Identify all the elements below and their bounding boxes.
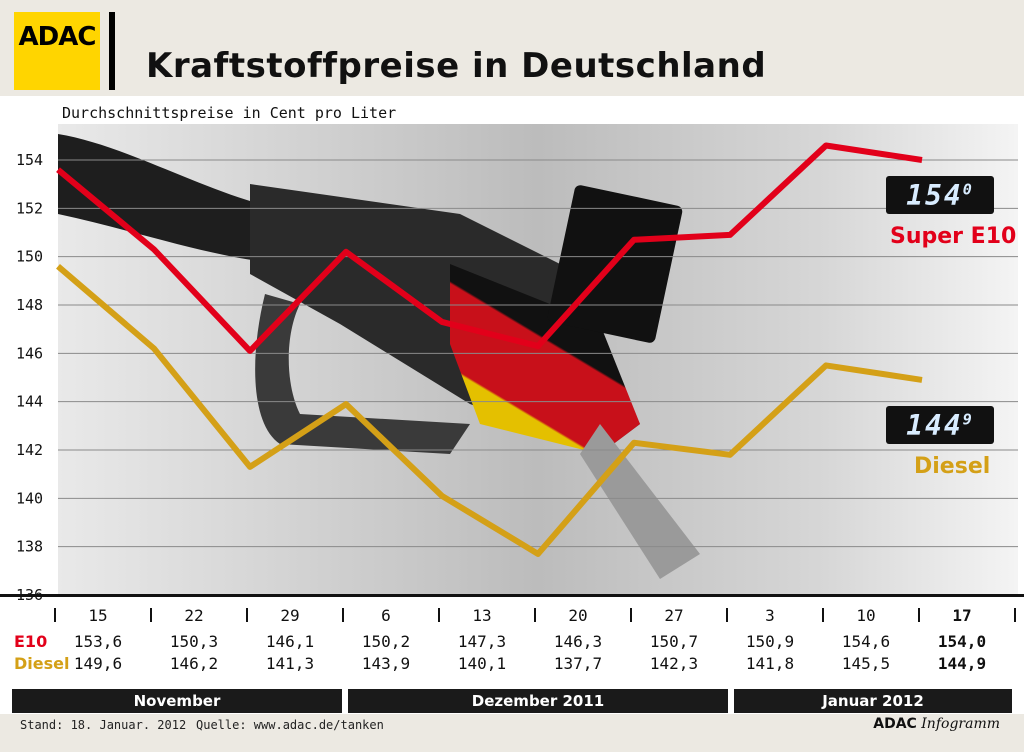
x-tick-label: 17: [952, 606, 972, 625]
month-januar: Januar 2012: [734, 689, 1012, 713]
pump-flag-handle: [450, 264, 640, 454]
column-separator: [342, 608, 344, 622]
series-line-diesel: [56, 264, 923, 557]
x-tick-label: 6: [381, 606, 391, 625]
diesel-price-display: 1449: [886, 406, 994, 444]
footer-source: Quelle: www.adac.de/tanken: [196, 718, 384, 732]
table-cell-e10: 150,2: [361, 632, 411, 651]
diesel-display-decimal: 9: [962, 410, 974, 429]
table-cell-e10: 147,3: [457, 632, 507, 651]
table-cell-e10: 150,3: [169, 632, 219, 651]
column-separator: [438, 608, 440, 622]
table-cell-diesel: 149,6: [73, 654, 123, 673]
footer-stand: Stand: 18. Januar. 2012: [20, 718, 187, 732]
series-lines: [56, 142, 923, 557]
table-cell-diesel: 141,8: [745, 654, 795, 673]
logo-text: ADAC: [18, 22, 97, 52]
column-separator: [150, 608, 152, 622]
table-cell-e10: 146,1: [265, 632, 315, 651]
table-cell-diesel: 140,1: [457, 654, 507, 673]
table-cell-e10: 150,7: [649, 632, 699, 651]
table-cell-diesel: 144,9: [937, 654, 987, 673]
y-tick-label: 144: [16, 393, 43, 411]
table-cell-e10: 153,6: [73, 632, 123, 651]
footer-credit: ADAC Infogramm: [873, 716, 1000, 732]
logo-divider: [109, 12, 115, 90]
y-tick-label: 150: [16, 248, 43, 266]
table-cell-e10: 146,3: [553, 632, 603, 651]
y-tick-label: 142: [16, 441, 43, 459]
table-cell-diesel: 143,9: [361, 654, 411, 673]
footer-band: [0, 714, 1024, 752]
diesel-display-value: 144: [906, 408, 963, 442]
table-cell-diesel: 146,2: [169, 654, 219, 673]
y-tick-label: 152: [16, 199, 43, 217]
header-band: [0, 0, 1024, 96]
x-tick-label: 29: [280, 606, 300, 625]
e10-display-decimal: 0: [962, 180, 974, 199]
x-tick-label: 15: [88, 606, 108, 625]
e10-series-label: Super E10: [890, 224, 1017, 249]
table-cell-diesel: 141,3: [265, 654, 315, 673]
x-axis-bar: [0, 594, 1024, 597]
line-chart: 154 152 150 148 146 144 142 140 138 136: [0, 124, 1024, 600]
table-cell-diesel: 142,3: [649, 654, 699, 673]
x-tick-label: 10: [856, 606, 876, 625]
e10-price-display: 1540: [886, 176, 994, 214]
column-separator: [726, 608, 728, 622]
y-tick-label: 136: [16, 586, 43, 600]
y-tick-label: 138: [16, 538, 43, 556]
column-separator: [1014, 608, 1016, 622]
month-dezember: Dezember 2011: [348, 689, 728, 713]
pump-hose: [58, 134, 300, 264]
month-november: November: [12, 689, 342, 713]
x-tick-label: 22: [184, 606, 204, 625]
credit-product: Infogramm: [921, 716, 1000, 732]
table-cell-diesel: 137,7: [553, 654, 603, 673]
credit-brand: ADAC: [873, 716, 917, 732]
table-cell-diesel: 145,5: [841, 654, 891, 673]
y-axis-ticks: 154 152 150 148 146 144 142 140 138 136: [16, 151, 43, 600]
table-cell-e10: 150,9: [745, 632, 795, 651]
adac-logo: ADAC: [14, 12, 100, 90]
pump-spout: [580, 424, 700, 579]
x-tick-label: 3: [765, 606, 775, 625]
table-cell-e10: 154,0: [937, 632, 987, 651]
y-tick-label: 146: [16, 344, 43, 362]
x-tick-label: 13: [472, 606, 492, 625]
y-tick-label: 148: [16, 296, 43, 314]
column-separator: [534, 608, 536, 622]
column-separator: [54, 608, 56, 622]
column-separator: [246, 608, 248, 622]
x-tick-label: 20: [568, 606, 588, 625]
e10-display-value: 154: [906, 178, 963, 212]
row-label-e10: E10: [14, 632, 48, 651]
diesel-series-label: Diesel: [914, 454, 991, 479]
column-separator: [822, 608, 824, 622]
column-separator: [630, 608, 632, 622]
row-label-diesel: Diesel: [14, 654, 70, 673]
series-line-e10: [56, 142, 923, 354]
table-cell-e10: 154,6: [841, 632, 891, 651]
y-tick-label: 140: [16, 489, 43, 507]
x-tick-label: 27: [664, 606, 684, 625]
column-separator: [918, 608, 920, 622]
chart-subtitle: Durchschnittspreise in Cent pro Liter: [62, 104, 397, 122]
y-tick-label: 154: [16, 151, 43, 169]
chart-title: Kraftstoffpreise in Deutschland: [146, 46, 767, 86]
